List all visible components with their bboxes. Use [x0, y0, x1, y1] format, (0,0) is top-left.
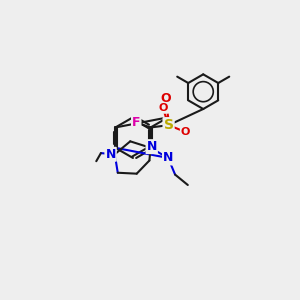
Text: N: N — [163, 152, 173, 164]
Text: O: O — [160, 92, 171, 105]
Text: F: F — [132, 116, 140, 129]
Text: O: O — [181, 127, 190, 137]
Text: N: N — [105, 148, 116, 161]
Text: O: O — [159, 103, 168, 113]
Text: N: N — [146, 140, 157, 153]
Text: S: S — [164, 118, 174, 132]
